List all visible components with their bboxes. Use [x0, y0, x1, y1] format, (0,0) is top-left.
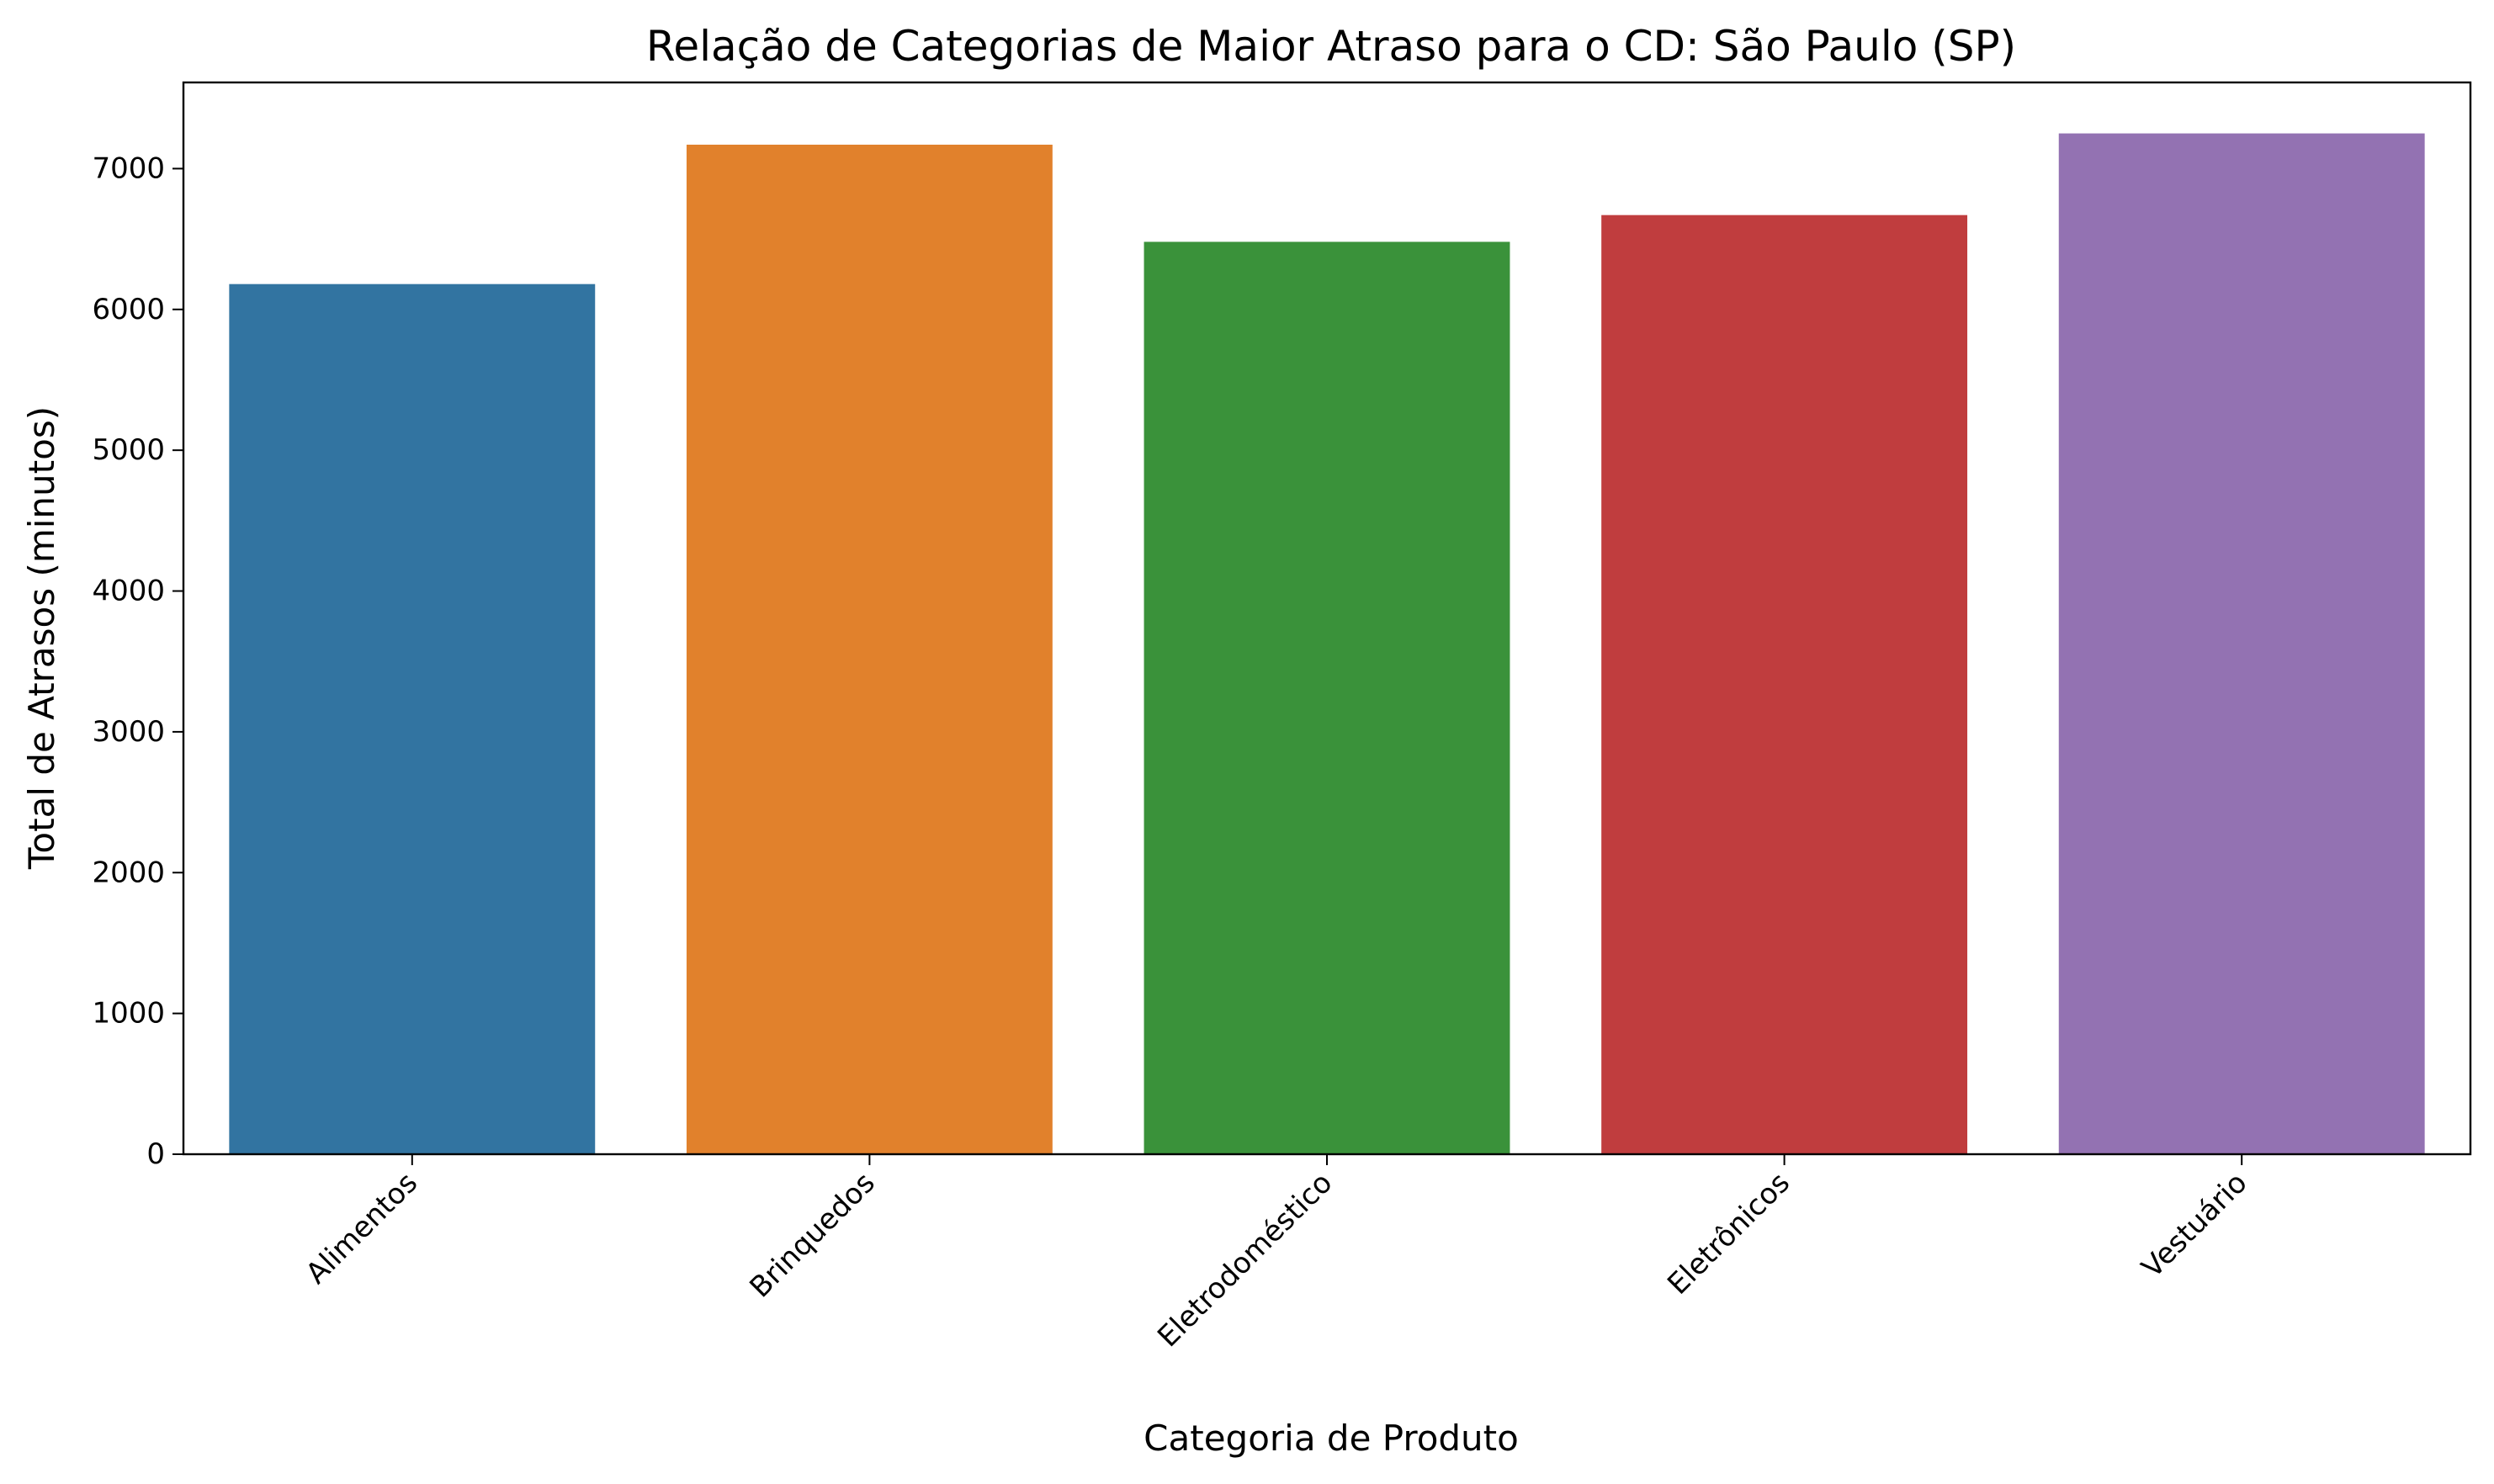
x-tick-label-brinquedos: Brinquedos	[743, 1166, 881, 1304]
y-tick-label: 4000	[92, 575, 165, 608]
x-axis-title: Categoria de Produto	[1144, 1418, 1519, 1459]
y-tick-label: 5000	[92, 433, 165, 467]
bar-vestuario	[2058, 133, 2425, 1155]
chart-title: Relação de Categorias de Maior Atraso pa…	[646, 22, 2016, 71]
x-tick-label-vestuario: Vestuário	[2136, 1166, 2254, 1285]
x-tick-label-eletrodomestico: Eletrodoméstico	[1151, 1166, 1339, 1354]
bar-eletronicos	[1601, 215, 1968, 1154]
y-tick-label: 1000	[92, 997, 165, 1031]
y-tick-label: 7000	[92, 151, 165, 185]
bar-brinquedos	[686, 144, 1053, 1155]
y-tick-label: 2000	[92, 856, 165, 889]
x-ticks-layer: Alimentos Brinquedos Eletrodoméstico Eletrô…	[300, 1154, 2254, 1354]
bar-eletrodomestico	[1144, 241, 1510, 1155]
y-ticks-layer: 0 1000 2000 3000 4000 5000 6000 7000	[92, 151, 183, 1171]
y-axis-title: Total de Atrasos (minutos)	[21, 406, 62, 870]
bars-layer	[229, 133, 2425, 1155]
y-tick-label: 0	[146, 1137, 165, 1171]
y-tick-label: 3000	[92, 715, 165, 749]
y-tick-label: 6000	[92, 293, 165, 326]
x-tick-label-alimentos: Alimentos	[300, 1166, 424, 1291]
x-tick-label-eletronicos: Eletrônicos	[1661, 1166, 1796, 1301]
bar-alimentos	[229, 284, 596, 1154]
